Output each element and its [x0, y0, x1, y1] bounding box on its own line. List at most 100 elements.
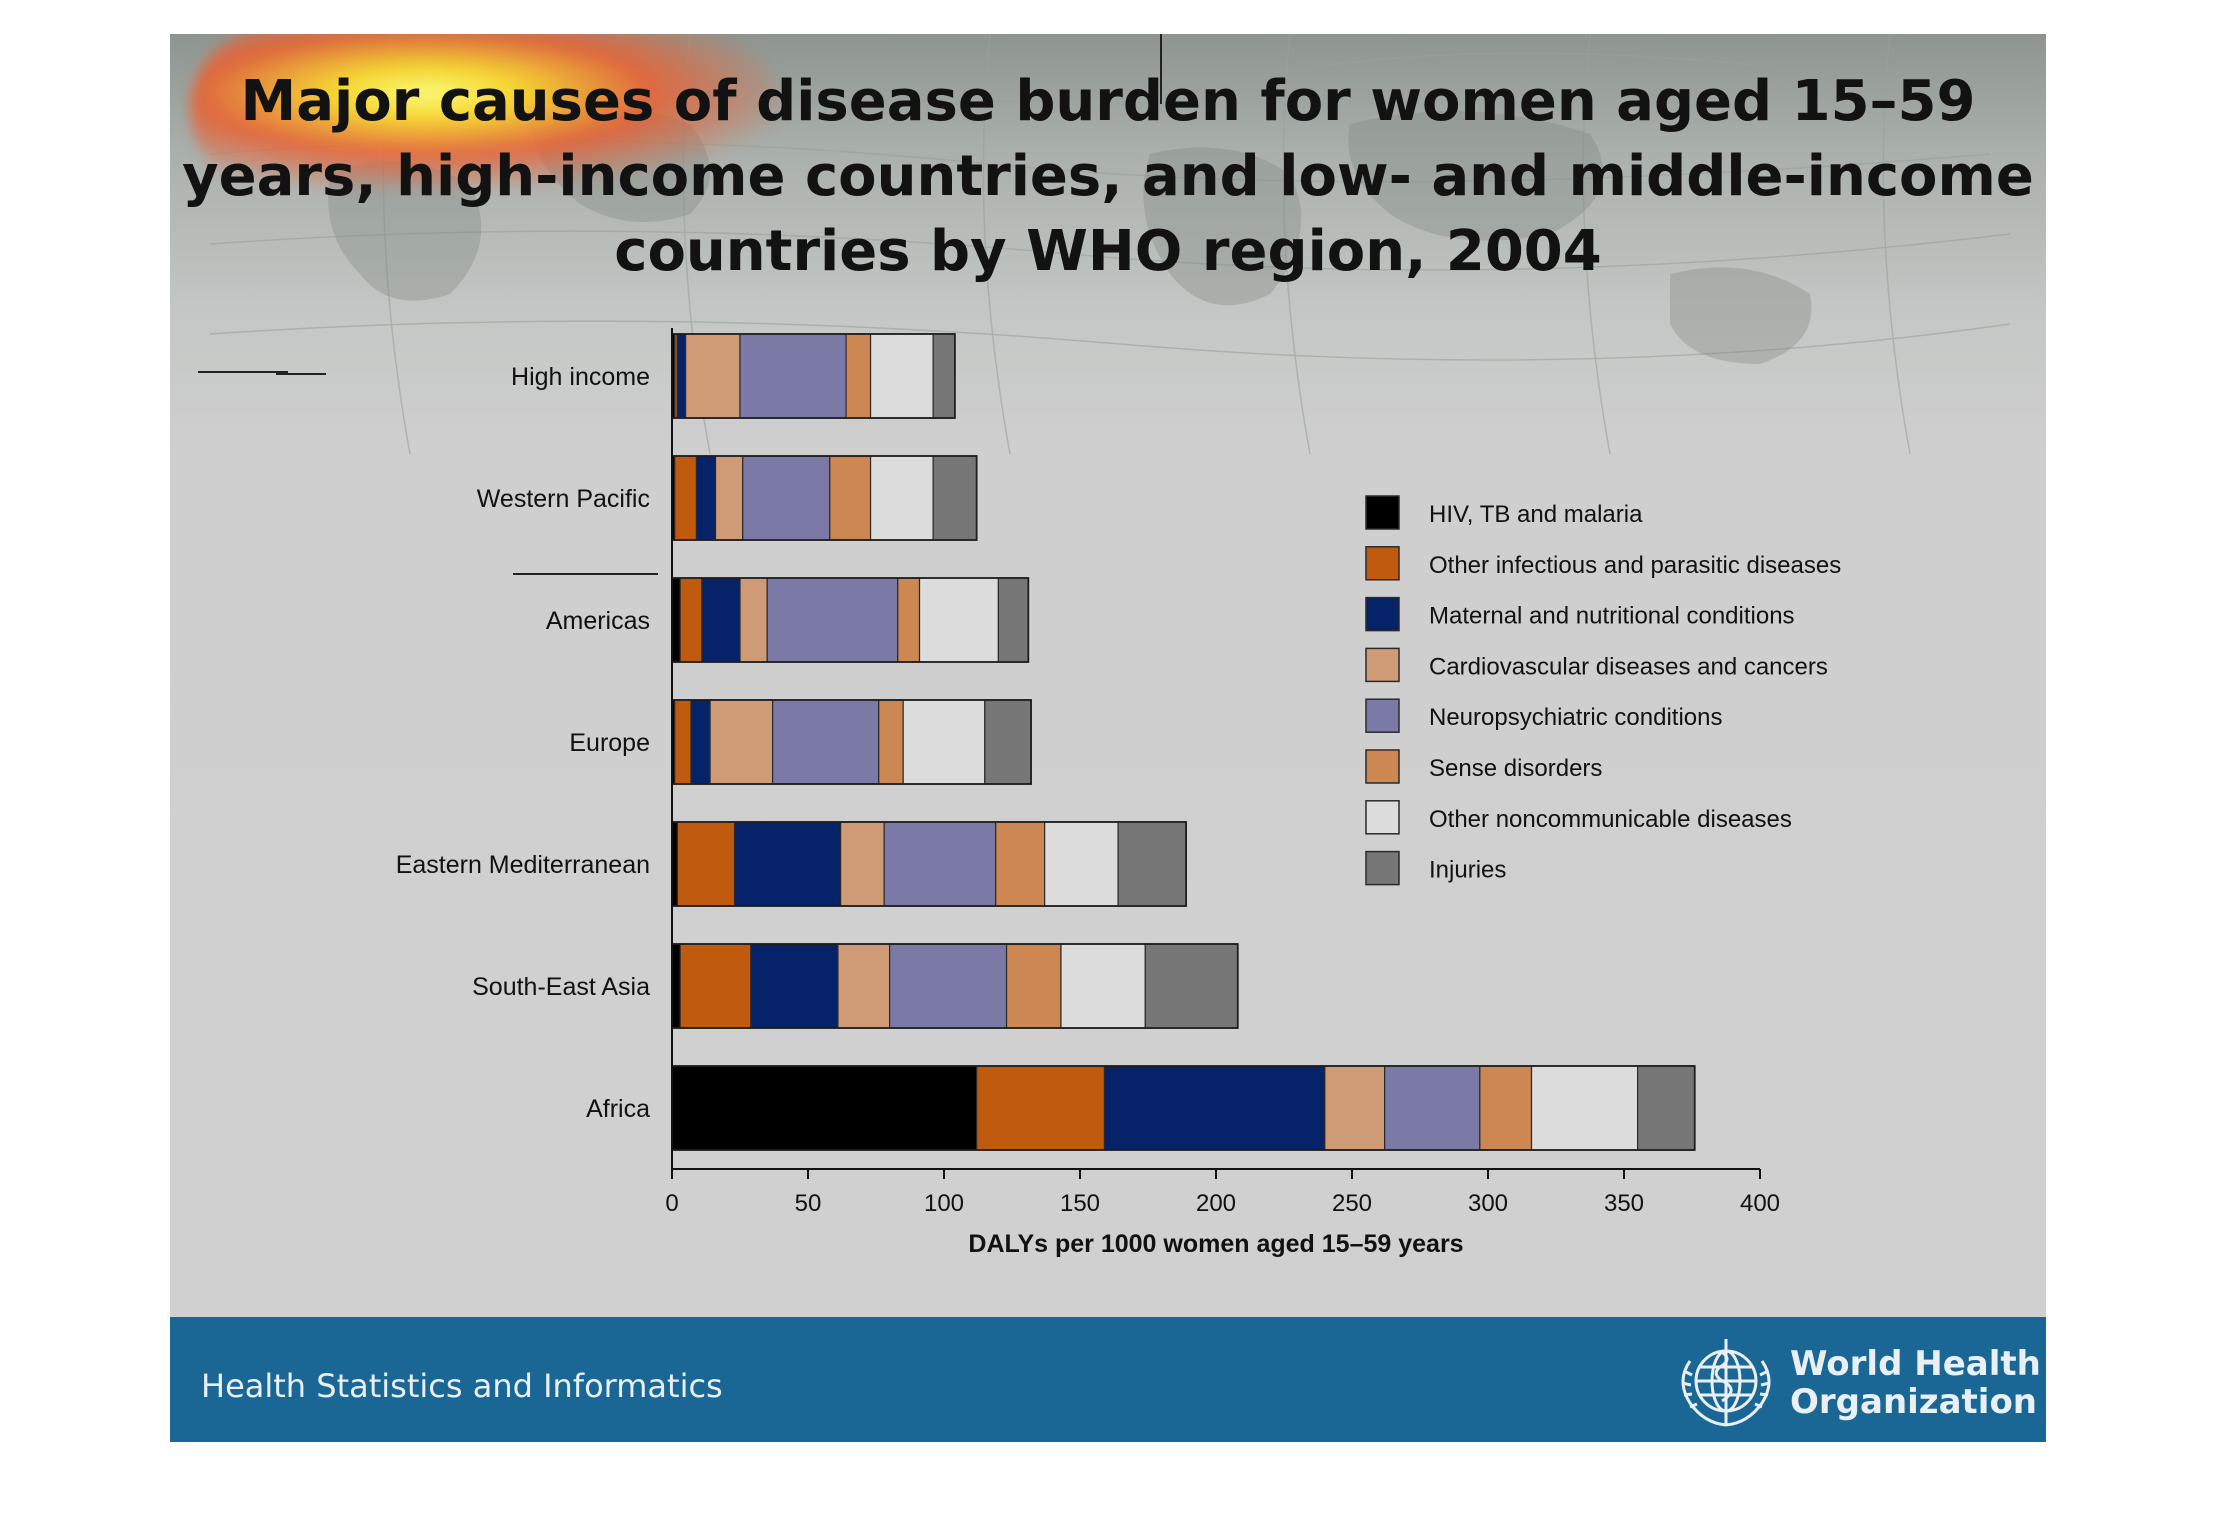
bar-segment: [674, 455, 698, 541]
bar-segment: [897, 577, 921, 663]
bar-segment: [742, 455, 831, 541]
bar-segment: [671, 577, 681, 663]
legend-label: HIV, TB and malaria: [1429, 501, 1643, 528]
bar-segment: [1324, 1065, 1386, 1151]
category-label: Eastern Mediterranean: [396, 851, 650, 879]
bar-segment: [1005, 943, 1062, 1029]
bar-segment: [837, 943, 891, 1029]
bar-segment: [1384, 1065, 1481, 1151]
bar-segment: [1060, 943, 1146, 1029]
bar-segment: [714, 455, 744, 541]
bar-segment: [772, 699, 880, 785]
bar-segment: [869, 455, 934, 541]
category-label: South-East Asia: [472, 973, 650, 1001]
legend-swatch: [1365, 596, 1400, 632]
legend-label: Other infectious and parasitic diseases: [1429, 552, 1841, 579]
x-tick-label: 50: [795, 1190, 822, 1217]
organization-line-1: World Health: [1790, 1344, 2041, 1384]
bars: [671, 333, 1696, 1151]
legend-label: Sense disorders: [1429, 755, 1602, 782]
bar-segment: [902, 699, 986, 785]
legend-swatch: [1365, 850, 1400, 886]
bar-segment: [845, 333, 872, 419]
legend-label: Other noncommunicable diseases: [1429, 806, 1792, 833]
bar-segment: [1044, 821, 1119, 907]
x-tick-label: 200: [1196, 1190, 1236, 1217]
bar-segment: [709, 699, 774, 785]
title-highlight: [190, 34, 780, 189]
bar-segment: [1117, 821, 1187, 907]
legend-swatch: [1365, 495, 1400, 530]
bar-segment: [976, 1065, 1106, 1151]
category-label: Americas: [546, 607, 650, 635]
category-label: Africa: [586, 1095, 650, 1123]
slide: Major causes of disease burden for women…: [170, 34, 2046, 1442]
legend-label: Injuries: [1429, 857, 1506, 884]
x-tick-label: 0: [665, 1190, 678, 1217]
x-tick-label: 250: [1332, 1190, 1372, 1217]
category-labels: High income Western Pacific Americas Europe…: [396, 363, 650, 1123]
bar-segment: [674, 699, 692, 785]
bar-segment: [1103, 1065, 1326, 1151]
bar-segment: [995, 821, 1046, 907]
x-tick-label: 150: [1060, 1190, 1100, 1217]
title-cursor-line: [1160, 34, 1162, 104]
bar-segment: [1144, 943, 1239, 1029]
category-label: High income: [511, 363, 650, 391]
footer-text: Health Statistics and Informatics: [201, 1367, 723, 1405]
bar-segment: [766, 577, 899, 663]
bar-segment: [750, 943, 839, 1029]
bar-segment: [695, 455, 717, 541]
bar-segment: [684, 333, 741, 419]
slide-title: Major causes of disease burden for women…: [182, 69, 2034, 284]
x-axis-title: DALYs per 1000 women aged 15–59 years: [968, 1230, 1463, 1258]
legend-swatch: [1365, 698, 1400, 733]
footer-bar: Health Statistics and Informatics World …: [170, 1317, 2046, 1442]
bar-segment: [733, 821, 842, 907]
bar-segment: [869, 333, 934, 419]
bar-segment: [739, 577, 768, 663]
bar-segment: [888, 943, 1008, 1029]
x-tick-label: 100: [924, 1190, 964, 1217]
category-label: Europe: [569, 729, 650, 757]
bar-segment: [1479, 1065, 1533, 1151]
category-label: Western Pacific: [477, 485, 650, 513]
bar-segment: [878, 699, 904, 785]
bar-segment: [932, 455, 978, 541]
bar-segment: [1636, 1065, 1696, 1151]
legend-swatch: [1365, 749, 1400, 784]
bar-segment: [676, 333, 687, 419]
bar-segment: [997, 577, 1029, 663]
legend: HIV, TB and malaria Other infectious and …: [1365, 495, 1841, 886]
axes: 0 50 100 150 200 250 300 350 400 DALYs per 1000 w…: [665, 328, 1780, 1258]
legend-label: Cardiovascular diseases and cancers: [1429, 653, 1828, 680]
x-tick-label: 300: [1468, 1190, 1508, 1217]
bar-segment: [829, 455, 872, 541]
legend-label: Neuropsychiatric conditions: [1429, 704, 1722, 731]
bar-segment: [932, 333, 956, 419]
bar-segment: [679, 577, 703, 663]
bar-segment: [1530, 1065, 1639, 1151]
x-tick-label: 400: [1740, 1190, 1780, 1217]
bar-segment: [883, 821, 997, 907]
bar-segment: [918, 577, 1000, 663]
legend-label: Maternal and nutritional conditions: [1429, 603, 1795, 630]
legend-swatch: [1365, 800, 1400, 835]
organization-line-2: Organization: [1790, 1382, 2038, 1422]
stacked-bar-chart: 0 50 100 150 200 250 300 350 400 DALYs per 1000 w…: [198, 328, 1841, 1258]
legend-swatch: [1365, 546, 1400, 581]
bar-segment: [984, 699, 1032, 785]
stray-lines: [198, 371, 658, 575]
bar-segment: [690, 699, 711, 785]
x-tick-label: 350: [1604, 1190, 1644, 1217]
bar-segment: [671, 943, 681, 1029]
bar-segment: [671, 1065, 978, 1151]
who-emblem-icon: [1681, 1339, 1771, 1427]
bar-segment: [840, 821, 885, 907]
bar-segment: [701, 577, 741, 663]
legend-swatch: [1365, 647, 1400, 683]
who-logotype: World Health Organization: [1790, 1345, 2041, 1421]
bar-segment: [739, 333, 847, 419]
bar-segment: [676, 821, 736, 907]
bar-segment: [679, 943, 752, 1029]
